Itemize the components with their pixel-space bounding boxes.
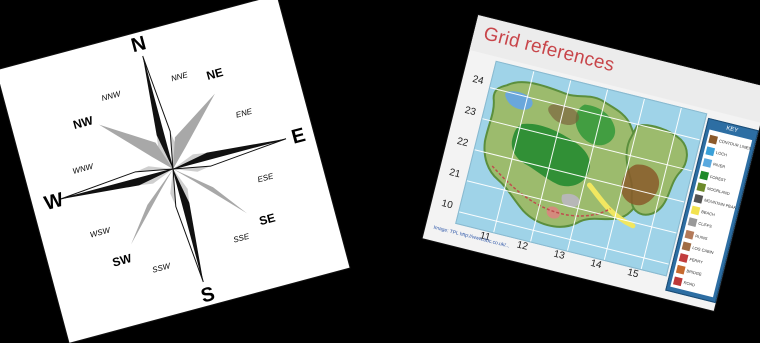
compass-label-n: N [129,32,149,57]
map-key-swatch [684,229,695,240]
map-key-swatch [690,205,701,216]
map-key-swatch [702,158,713,169]
compass-rose-card: N E S W NE SE SW NW NNE ENE ESE SSE SSW … [0,0,350,343]
y-label-23: 23 [463,104,478,119]
map-key-swatch [693,193,704,204]
map-key-swatch [672,276,683,287]
y-label-24: 24 [471,73,485,88]
map-key-swatch [681,241,692,252]
map-key-swatch [687,217,698,228]
compass-label-nw: NW [71,113,95,132]
compass-label-sw: SW [111,251,134,270]
compass-label-wnw: WNW [72,161,96,175]
y-label-10: 10 [440,198,454,212]
compass-label-ssw: SSW [151,261,172,275]
y-label-22: 22 [455,135,470,150]
compass-label-ese: ESE [257,171,275,184]
compass-label-s: S [199,283,218,308]
x-label-14: 14 [589,257,603,272]
compass-label-w: W [42,189,66,215]
map-key-swatch [678,253,689,263]
map-key-swatch [708,134,718,145]
map-key-swatch [699,170,710,180]
map-key-swatch [675,264,686,275]
map-key-label: ROAD [683,280,696,288]
x-label-15: 15 [626,267,640,281]
compass-label-ene: ENE [235,107,254,120]
map-key-swatch [696,182,707,192]
compass-label-se: SE [258,210,277,228]
compass-label-e: E [289,124,308,149]
compass-label-ne: NE [205,65,225,83]
compass-main-points [59,55,287,283]
x-label-13: 13 [552,248,566,263]
grid-references-slide: Grid references 24 23 22 21 10 11 12 [422,15,760,311]
compass-label-wsw: WSW [89,225,112,239]
map-key-swatch [705,146,716,157]
compass-label-nne: NNE [170,70,189,83]
island-map [455,60,708,277]
compass-label-sse: SSE [232,232,250,245]
compass-label-nnw: NNW [101,89,123,103]
compass-rose: N E S W NE SE SW NW NNE ENE ESE SSE SSW … [42,32,308,308]
x-label-12: 12 [515,239,529,253]
y-label-21: 21 [448,166,462,181]
